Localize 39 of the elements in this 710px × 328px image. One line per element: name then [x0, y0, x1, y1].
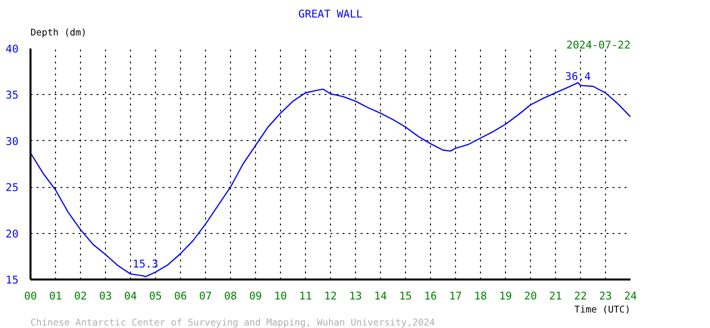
x-tick-label: 00 [24, 290, 37, 302]
x-tick-label: 03 [99, 290, 112, 302]
x-tick-label: 20 [524, 290, 537, 302]
y-tick-label: 35 [6, 88, 19, 102]
x-tick-label: 09 [249, 290, 262, 302]
x-tick-label: 10 [274, 290, 287, 302]
annotation: 36.4 [565, 70, 591, 83]
x-tick-label: 22 [574, 290, 587, 302]
x-tick-label: 15 [399, 290, 412, 302]
x-tick-label: 07 [199, 290, 212, 302]
y-tick-label: 15 [6, 274, 19, 286]
x-tick-label: 04 [124, 290, 137, 302]
x-tick-label: 13 [349, 290, 362, 302]
x-tick-label: 12 [324, 290, 337, 302]
y-tick-label: 40 [6, 42, 19, 56]
x-tick-label: 11 [299, 290, 312, 302]
x-tick-label: 02 [74, 290, 87, 302]
x-tick-label: 14 [374, 290, 387, 302]
x-tick-label: 21 [549, 290, 562, 302]
x-tick-label: 17 [449, 290, 462, 302]
line-series [30, 82, 630, 278]
y-tick-label: 20 [6, 227, 19, 240]
x-tick-label: 23 [599, 290, 612, 302]
x-tick-label: 06 [174, 290, 187, 302]
chart-title: GREAT WALL [298, 8, 363, 20]
x-tick-label: 24 [624, 290, 637, 302]
y-tick-label: 30 [6, 134, 19, 148]
x-tick-label: 18 [474, 290, 487, 302]
x-tick-label: 08 [224, 290, 237, 302]
x-tick-label: 05 [149, 290, 162, 302]
x-tick-label: 01 [49, 290, 62, 302]
x-tick-label: 16 [424, 290, 437, 302]
y-tick-label: 25 [6, 181, 19, 194]
annotation: 2024-07-22 [566, 38, 630, 52]
x-axis-title: Time (UTC) [574, 304, 631, 316]
x-tick-label: 19 [499, 290, 512, 302]
y-axis-title: Depth (dm) [30, 28, 87, 38]
text: Chinese Antarctic Center of Surveying and Mapping, Wuhan University,2024 [30, 318, 436, 328]
annotation: 15.3 [132, 258, 158, 271]
